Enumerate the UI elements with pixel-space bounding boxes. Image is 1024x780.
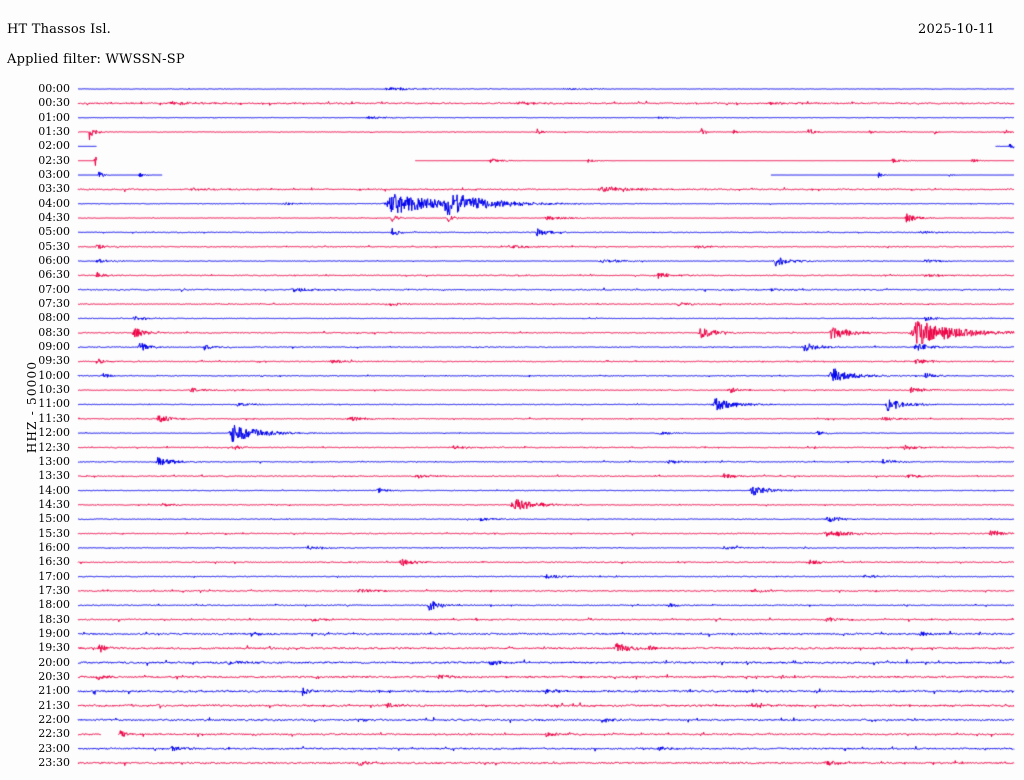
time-tick-1430: 14:30 [38, 497, 70, 511]
time-tick-0700: 07:00 [38, 282, 70, 296]
time-tick-1200: 12:00 [38, 426, 70, 440]
station-title: HT Thassos Isl. [7, 22, 112, 37]
time-tick-0900: 09:00 [38, 340, 70, 354]
time-tick-0530: 05:30 [38, 239, 70, 253]
time-tick-0830: 08:30 [38, 325, 70, 339]
time-tick-0100: 01:00 [38, 110, 70, 124]
time-tick-1500: 15:00 [38, 512, 70, 526]
time-tick-2130: 21:30 [38, 698, 70, 712]
time-tick-1630: 16:30 [38, 555, 70, 569]
applied-filter-label: Applied filter: WWSSN-SP [7, 52, 185, 67]
time-tick-0800: 08:00 [38, 311, 70, 325]
time-tick-0930: 09:30 [38, 354, 70, 368]
time-tick-1830: 18:30 [38, 612, 70, 626]
time-tick-1030: 10:30 [38, 383, 70, 397]
time-tick-2330: 23:30 [38, 755, 70, 769]
date-label: 2025-10-11 [918, 22, 995, 37]
time-tick-0130: 01:30 [38, 125, 70, 139]
time-tick-2200: 22:00 [38, 712, 70, 726]
time-tick-1400: 14:00 [38, 483, 70, 497]
time-tick-1100: 11:00 [38, 397, 70, 411]
time-tick-0730: 07:30 [38, 297, 70, 311]
time-tick-1000: 10:00 [38, 368, 70, 382]
time-tick-2300: 23:00 [38, 741, 70, 755]
time-tick-1130: 11:30 [38, 411, 70, 425]
time-tick-0230: 02:30 [38, 153, 70, 167]
time-tick-0400: 04:00 [38, 196, 70, 210]
time-tick-1730: 17:30 [38, 583, 70, 597]
time-tick-0430: 04:30 [38, 211, 70, 225]
time-tick-0500: 05:00 [38, 225, 70, 239]
time-tick-2000: 20:00 [38, 655, 70, 669]
time-tick-1900: 19:00 [38, 626, 70, 640]
time-tick-1330: 13:30 [38, 469, 70, 483]
time-tick-0630: 06:30 [38, 268, 70, 282]
time-tick-0200: 02:00 [38, 139, 70, 153]
time-tick-0600: 06:00 [38, 254, 70, 268]
time-tick-1530: 15:30 [38, 526, 70, 540]
time-tick-0330: 03:30 [38, 182, 70, 196]
time-tick-1300: 13:00 [38, 454, 70, 468]
time-tick-1230: 12:30 [38, 440, 70, 454]
time-tick-0000: 00:00 [38, 82, 70, 95]
time-tick-1600: 16:00 [38, 540, 70, 554]
time-tick-2030: 20:30 [38, 669, 70, 683]
time-tick-1800: 18:00 [38, 598, 70, 612]
time-tick-0300: 03:00 [38, 168, 70, 182]
time-tick-1700: 17:00 [38, 569, 70, 583]
time-tick-2230: 22:30 [38, 727, 70, 741]
time-tick-2100: 21:00 [38, 684, 70, 698]
time-tick-0030: 00:30 [38, 96, 70, 110]
time-tick-1930: 19:30 [38, 641, 70, 655]
